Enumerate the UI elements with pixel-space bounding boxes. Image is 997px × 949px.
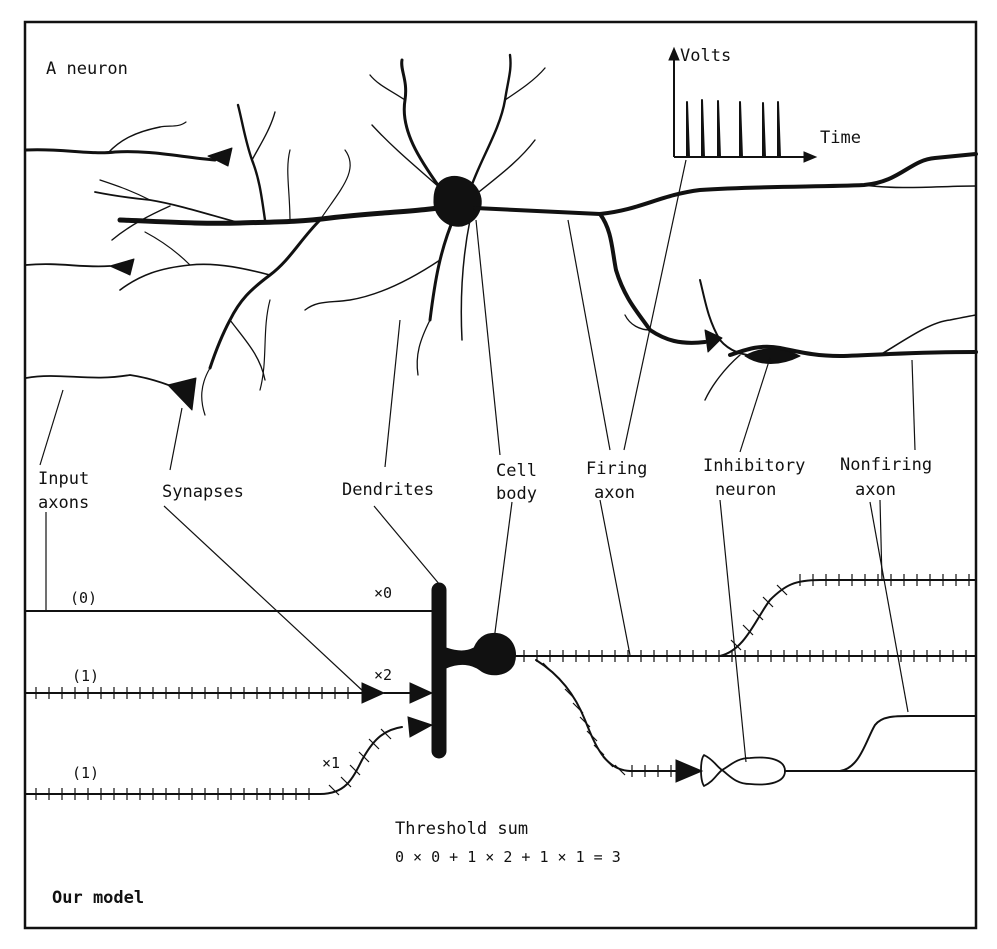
axon-tick — [572, 702, 584, 714]
axon-tick — [614, 764, 626, 776]
label-cell-body: Cell body — [496, 461, 537, 504]
model-input-line-2 — [25, 716, 434, 800]
label-inhibitory-neuron: Inhibitory neuron — [703, 456, 805, 500]
axon-tick — [328, 784, 340, 796]
label-firing-axon: Firing axon — [586, 459, 647, 503]
axon-tick — [742, 624, 754, 636]
axon-tick — [542, 662, 554, 674]
model-inhibitory-neuron — [700, 754, 977, 787]
axon-tick — [340, 776, 352, 788]
input-axon-2 — [25, 258, 135, 276]
model-nonfiring-axon — [839, 715, 977, 772]
label-synapses: Synapses — [162, 482, 244, 502]
model-input-1-value: (1) — [72, 667, 99, 685]
input-axon-1 — [24, 121, 233, 167]
axon-tick — [730, 639, 742, 651]
axon-tick — [602, 756, 614, 768]
callout-lines — [39, 159, 916, 763]
axon-tick — [380, 728, 392, 740]
model-input-line-1 — [25, 682, 434, 704]
model-input-2-value: (1) — [72, 764, 99, 782]
axon-tick — [593, 744, 605, 756]
axon-tick — [358, 751, 370, 763]
dendrite-tree — [94, 53, 546, 416]
svg-text:Cell: Cell — [496, 461, 537, 481]
axon-tick — [349, 764, 361, 776]
figure-frame — [23, 20, 978, 930]
svg-text:body: body — [496, 484, 537, 504]
axon-tick — [762, 596, 774, 608]
svg-text:Input: Input — [38, 469, 89, 489]
svg-text:Firing: Firing — [586, 459, 647, 479]
model-input-0-value: (0) — [70, 589, 97, 607]
label-dendrites: Dendrites — [342, 480, 434, 500]
firing-axon-top — [473, 152, 978, 353]
svg-text:neuron: neuron — [715, 480, 776, 500]
input-axon-3 — [25, 374, 197, 411]
axon-tick — [579, 716, 591, 728]
top-title: A neuron — [46, 59, 128, 79]
svg-text:Inhibitory: Inhibitory — [703, 456, 805, 476]
cell-body-neuron — [433, 175, 482, 227]
model-cell-body — [445, 632, 516, 676]
threshold-sum-equation: 0 × 0 + 1 × 2 + 1 × 1 = 3 — [395, 848, 621, 866]
model-input-0-weight: ×0 — [374, 584, 392, 602]
graph-y-label: Volts — [680, 46, 731, 66]
model-dendrite-bar — [431, 582, 447, 759]
svg-text:axon: axon — [594, 483, 635, 503]
inhibitory-neuron-top — [699, 279, 978, 401]
svg-text:axons: axons — [38, 493, 89, 513]
axon-tick — [554, 674, 566, 686]
graph-x-label: Time — [820, 128, 861, 148]
model-title: Our model — [52, 888, 144, 908]
model-output-axon — [513, 574, 977, 783]
voltage-spikes — [686, 99, 781, 158]
svg-text:Nonfiring: Nonfiring — [840, 455, 932, 475]
threshold-sum-title: Threshold sum — [395, 819, 528, 839]
axon-tick — [564, 688, 576, 700]
model-input-1-weight: ×2 — [374, 666, 392, 684]
voltage-graph: Volts Time — [668, 46, 861, 163]
model-input-2-weight: ×1 — [322, 754, 340, 772]
svg-text:axon: axon — [855, 480, 896, 500]
axon-tick — [368, 738, 380, 750]
axon-tick — [752, 609, 764, 621]
axon-tick — [586, 730, 598, 742]
axon-tick — [776, 584, 788, 596]
label-nonfiring-axon: Nonfiring axon — [840, 455, 932, 500]
label-input-axons: Input axons — [38, 469, 89, 513]
